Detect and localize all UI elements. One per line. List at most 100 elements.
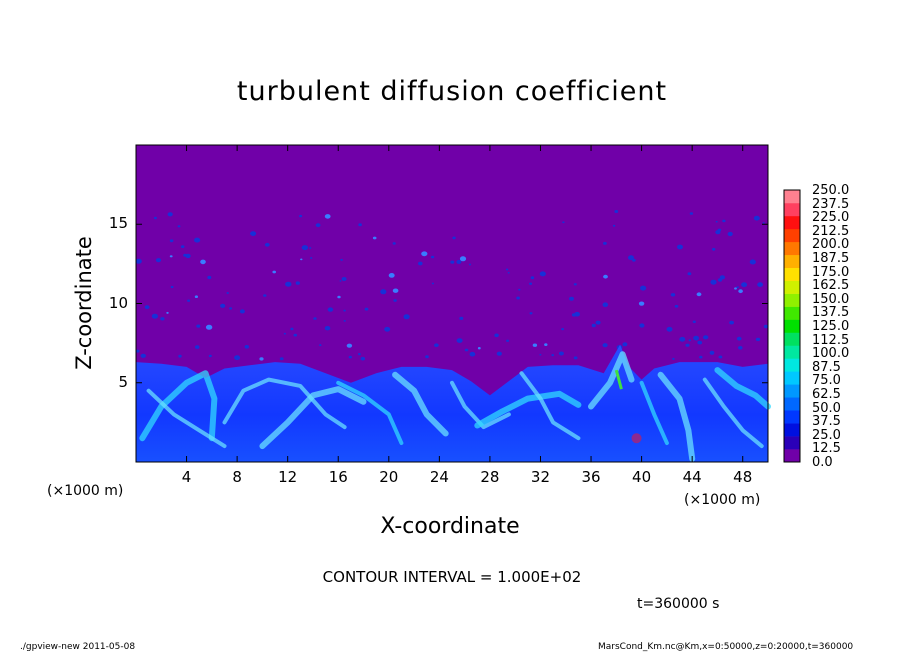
colorbar-label: 137.5 <box>812 305 850 321</box>
turbulence-spot <box>310 257 313 259</box>
turbulence-spot <box>727 231 733 237</box>
boundary-layer <box>136 344 768 462</box>
turbulence-spot <box>468 263 472 266</box>
turbulence-spot <box>672 357 675 360</box>
streak <box>519 371 581 441</box>
turbulence-spot <box>388 273 395 278</box>
turbulence-spot <box>602 302 609 308</box>
colorbar-segment <box>784 410 800 424</box>
turbulence-spot <box>293 333 298 337</box>
colorbar-label: 250.0 <box>812 183 850 198</box>
turbulence-spot <box>602 343 608 348</box>
contour-interval-label: CONTOUR INTERVAL = 1.000E+02 <box>322 568 582 586</box>
turbulence-spot <box>569 296 574 301</box>
upper-turbulence-spots <box>135 210 769 361</box>
turbulence-spot <box>496 351 502 356</box>
turbulence-spot <box>160 317 165 321</box>
colorbar <box>783 189 801 463</box>
turbulence-spot <box>722 219 726 223</box>
x-tick-label: 8 <box>232 468 242 486</box>
turbulence-spot <box>364 307 369 311</box>
turbulence-spot <box>393 299 397 302</box>
streak <box>222 377 347 430</box>
turbulence-spot <box>194 295 198 299</box>
turbulence-spot <box>285 281 292 287</box>
turbulence-spot <box>507 272 510 274</box>
turbulence-spot <box>315 223 321 228</box>
streak <box>139 370 218 442</box>
colorbar-label: 237.5 <box>812 196 850 212</box>
turbulence-spot <box>638 301 645 306</box>
x-tick-label: 28 <box>480 468 500 486</box>
turbulence-spot <box>337 295 341 299</box>
footer-data-source: MarsCond_Km.nc@Km,x=0:50000,z=0:20000,t=… <box>598 642 854 652</box>
turbulence-spot <box>403 314 410 320</box>
turbulence-spot <box>710 279 717 285</box>
turbulence-spot <box>358 223 362 227</box>
turbulence-spot <box>272 270 277 274</box>
turbulence-spot <box>341 277 347 281</box>
turbulence-spot <box>226 292 229 294</box>
turbulence-spot <box>603 274 608 279</box>
turbulence-spot <box>753 215 760 221</box>
turbulence-spot <box>477 347 481 350</box>
turbulence-spot <box>140 353 146 358</box>
colorbar-label: 100.0 <box>812 346 850 362</box>
turbulence-spot <box>324 326 331 331</box>
turbulence-spot <box>762 222 765 224</box>
turbulence-spot <box>506 339 510 342</box>
colorbar-label: 0.0 <box>812 455 833 470</box>
turbulence-spot <box>738 289 743 294</box>
turbulence-spot <box>741 282 748 288</box>
turbulence-spot <box>208 354 212 358</box>
turbulence-spot <box>505 268 509 271</box>
turbulence-spot <box>380 289 387 295</box>
turbulence-spot <box>319 344 322 347</box>
turbulence-spot <box>250 231 257 237</box>
turbulence-spot <box>693 335 699 341</box>
streak <box>474 390 582 429</box>
turbulence-spot <box>205 324 213 330</box>
turbulence-spot <box>346 343 353 348</box>
colorbar-label: 12.5 <box>812 441 841 457</box>
colorbar-segment <box>784 202 800 217</box>
colorbar-segment <box>784 190 800 204</box>
turbulence-spot <box>195 345 200 349</box>
turbulence-spot <box>628 255 634 261</box>
turbulence-spot <box>180 245 185 249</box>
colorbar-segment <box>784 358 800 372</box>
turbulence-spot <box>421 251 428 257</box>
turbulence-spot <box>539 271 546 277</box>
turbulence-spot <box>685 343 690 347</box>
turbulence-spot <box>434 343 439 348</box>
y-tick-label: 5 <box>118 372 128 391</box>
turbulence-spot <box>640 285 647 291</box>
turbulence-spot <box>539 353 542 356</box>
turbulence-spot <box>639 323 645 328</box>
turbulence-spot <box>372 236 377 240</box>
turbulence-spot <box>384 326 391 332</box>
turbulence-spot <box>343 320 346 322</box>
turbulence-spot <box>348 355 352 359</box>
turbulence-spot <box>715 220 718 223</box>
streak <box>336 380 404 445</box>
colorbar-frame <box>783 189 801 463</box>
x-tick-label: 48 <box>733 468 753 486</box>
turbulence-spot <box>144 305 150 310</box>
turbulence-spot <box>736 336 742 341</box>
colorbar-segment <box>784 254 800 269</box>
colorbar-segment <box>784 215 800 230</box>
x-tick-label: 12 <box>278 468 298 486</box>
turbulence-spot <box>729 320 734 325</box>
turbulence-spot <box>494 333 499 338</box>
colorbar-label: 125.0 <box>812 319 850 334</box>
turbulence-spot <box>719 275 726 280</box>
streak <box>588 351 635 410</box>
turbulence-spot <box>279 357 284 361</box>
turbulence-spot <box>234 355 241 361</box>
colorbar-label: 200.0 <box>812 237 850 253</box>
turbulence-spot <box>699 355 703 359</box>
turbulence-spot <box>167 212 173 217</box>
turbulence-spot <box>244 345 249 349</box>
turbulence-spot <box>459 316 464 320</box>
